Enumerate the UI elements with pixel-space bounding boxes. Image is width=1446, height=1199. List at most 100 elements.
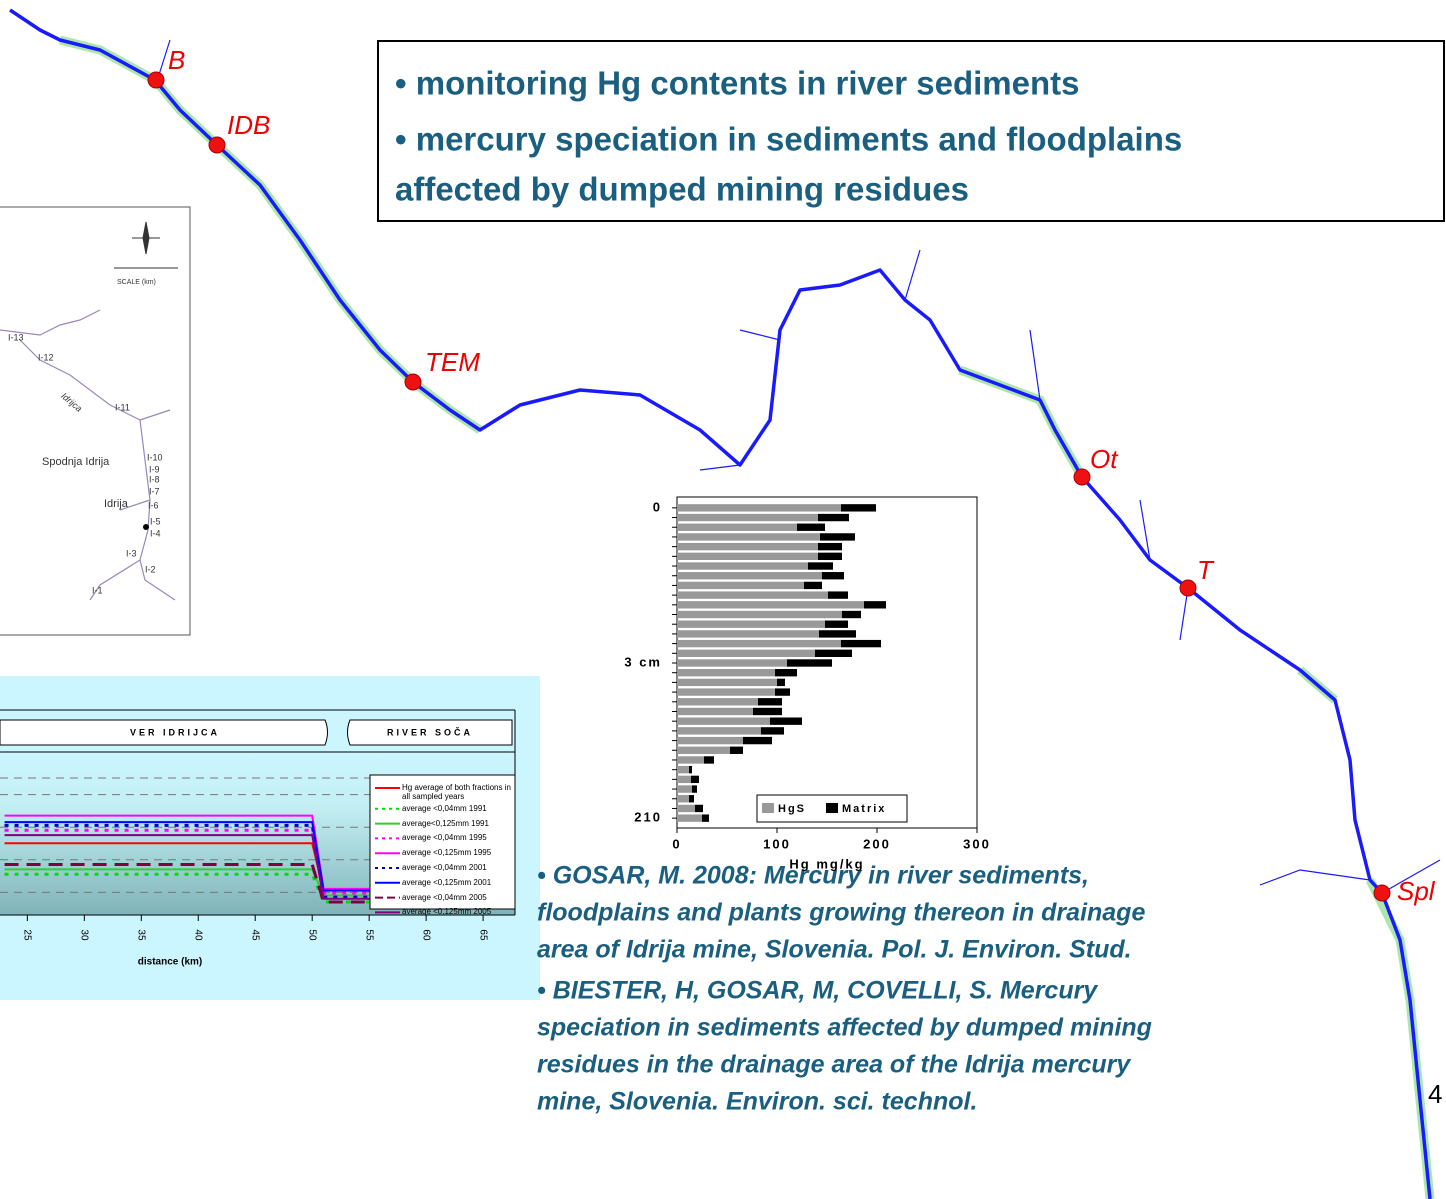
bar-segment [677,513,818,522]
reference-line: floodplains and plants growing thereon i… [537,899,1145,927]
inset-label: I-4 [150,528,161,538]
bar-segment [677,649,815,657]
x-axis-label: Hg mg/kg [789,856,864,871]
inset-label: I-2 [145,564,156,574]
bar-segment [689,765,692,774]
site-marker [147,71,165,89]
scale-label: SCALE (km) [117,279,156,286]
text-box-line: • monitoring Hg contents in river sedime… [395,65,1079,102]
legend-label-box: average <0,125mm 2001 [402,877,492,887]
bar-segment [677,630,819,638]
legend-label-box: average <0,125mm 2005 [402,907,491,916]
bar-segment [819,630,856,638]
inset-river [0,309,176,601]
inset-label: I-10 [147,452,163,462]
bar-segment [818,513,849,522]
bar-segment [842,610,861,619]
bar-segment [677,746,730,754]
bar-segment [864,601,886,609]
legend-label-box: average <0,04mm 2001 [402,863,487,872]
inset-label: I-12 [38,352,54,362]
inset-label: I-5 [150,516,161,526]
bar-segment [677,727,761,735]
y-tick-label: 210 [634,810,662,825]
legend-label-box: average <0,04mm 2005 [402,893,487,902]
reference-line: • GOSAR, M. 2008: Mercury in river sedim… [537,862,1089,890]
site-marker [1073,468,1091,486]
legend-label: average <0,04mm 2001 [402,863,487,872]
bar-segment [677,601,864,609]
site-label: T [1197,555,1215,585]
section-label: RIVER SOČA [387,726,473,737]
bar-segment [677,775,691,784]
inset-label: I-11 [115,402,130,412]
site-marker [1179,579,1197,597]
legend-swatch [762,803,774,813]
legend-label: Matrix [842,803,886,815]
legend-label-box: average <0,125mm 1995 [402,848,491,857]
section-banner [347,719,513,746]
x-tick-label: 200 [863,836,891,851]
legend-label-box: Hg average of both fractions in all samp… [402,783,511,801]
x-tick-label: 100 [763,836,791,851]
x-tick-label: 0 [672,836,681,851]
bar-segment [743,736,772,745]
legend-label: average <0,04mm 1991 [402,803,487,813]
legend-label-box: average <0,04mm 1991 [402,803,487,813]
inset-label: I-7 [149,486,160,496]
inset-label: Spodnja Idrija [42,456,110,468]
inset-label: I-13 [8,332,24,342]
legend-label: average <0,125mm 2001 [402,877,492,887]
legend-label-box: average<0,125mm 1991 [402,818,489,828]
x-tick-label: 300 [963,836,991,851]
x-tick-label: 55 [364,929,375,941]
bar-segment [841,639,881,648]
bar-segment [775,688,790,696]
bar-segment [677,533,820,541]
bar-segment [677,765,689,774]
legend-label: average<0,125mm 1991 [402,818,489,828]
inset-label: Idrija [104,498,129,510]
bar-segment [677,785,692,793]
x-axis-label: distance (km) [138,957,202,968]
bar-segment [677,572,822,580]
bar-segment [677,678,777,687]
bar-segment [704,756,714,764]
bar-segment [808,562,833,570]
y-tick-label: 3 cm [624,654,662,669]
bar-segment [818,542,842,551]
north-arrow [132,221,160,255]
bar-segment [777,678,785,687]
site-label: Spl [1397,876,1436,906]
reference-line: mine, Slovenia. Environ. sci. technol. [537,1088,977,1116]
bar-segment [753,707,782,716]
reference-line: area of Idrija mine, Slovenia. Pol. J. E… [537,936,1132,964]
bar-segment [677,814,702,822]
text-box-line: • mercury speciation in sediments and fl… [395,121,1182,158]
x-tick-label: 30 [79,929,90,941]
text-box-line: affected by dumped mining residues [395,171,969,208]
legend-label: HgS [778,803,806,815]
bar-segment [677,610,842,619]
reference-line: • BIESTER, H, GOSAR, M, COVELLI, S. Merc… [537,977,1098,1005]
bar-segment [677,756,704,764]
bar-segment [677,698,758,706]
inset-map [0,206,191,636]
reference-line: speciation in sediments affected by dump… [537,1014,1152,1042]
bar-segment [820,533,855,541]
bar-segment [828,591,848,599]
section-banner [0,719,328,746]
section-label: VER IDRIJCA [130,727,220,737]
site-marker [1373,884,1391,902]
bar-segment [825,620,848,628]
bar-segment [677,669,775,677]
x-tick-label: 25 [22,929,33,941]
bar-segment [677,562,808,570]
bar-segment [677,795,689,803]
x-tick-label: 45 [250,929,261,941]
bar-segment [677,804,695,813]
bar-segment [677,620,825,628]
bar-segment [677,523,797,531]
inset-label: I-3 [126,548,137,558]
